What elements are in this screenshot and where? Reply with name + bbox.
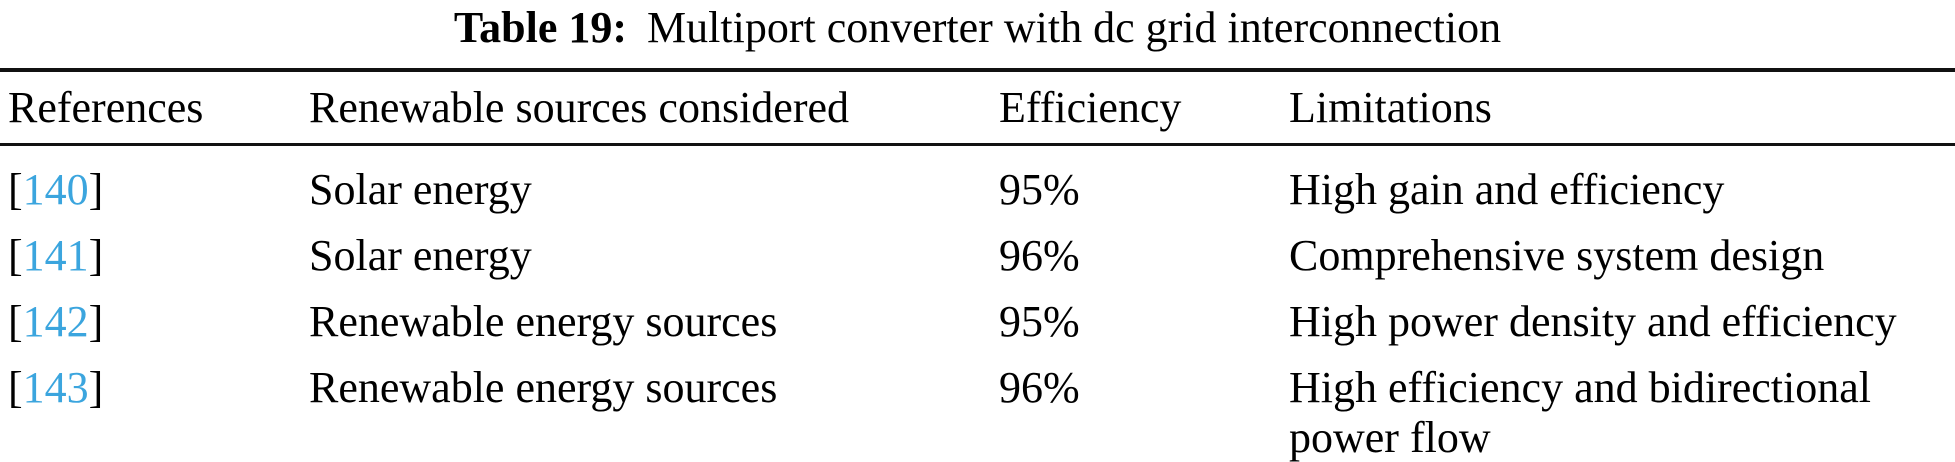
column-header-efficiency: Efficiency [999, 82, 1182, 132]
table-header-row: References Renewable sources considered … [0, 72, 1955, 143]
table-caption-title: Multiport converter with dc grid interco… [647, 3, 1502, 52]
reference-cell: [143] [8, 363, 309, 413]
table-top-rule [0, 68, 1955, 72]
limitation-cell: High power density and efficiency [1289, 297, 1897, 346]
column-header-sources: Renewable sources considered [309, 82, 850, 132]
column-header-references: References [8, 82, 204, 132]
bracket-close: ] [88, 231, 104, 280]
reference-link[interactable]: 143 [22, 363, 89, 412]
table-row: [142] Renewable energy sources 95% High … [0, 292, 1955, 358]
bracket-open: [ [8, 165, 23, 214]
table-body: [140] Solar energy 95% High gain and eff… [0, 146, 1955, 462]
efficiency-cell: 95% [999, 165, 1080, 214]
table-caption-label: Table 19: [453, 3, 628, 52]
source-cell: Solar energy [309, 231, 532, 280]
efficiency-cell: 96% [999, 231, 1080, 280]
bracket-open: [ [8, 363, 23, 412]
table-row: [140] Solar energy 95% High gain and eff… [0, 160, 1955, 226]
source-cell: Renewable energy sources [309, 363, 778, 412]
reference-link[interactable]: 140 [22, 165, 89, 214]
bracket-open: [ [8, 231, 23, 280]
limitation-cell: Comprehensive system design [1289, 231, 1825, 280]
source-cell: Renewable energy sources [309, 297, 778, 346]
column-header-limitations: Limitations [1289, 82, 1492, 132]
table-row: [143] Renewable energy sources 96% High … [0, 358, 1955, 462]
source-cell: Solar energy [309, 165, 532, 214]
reference-link[interactable]: 142 [22, 297, 89, 346]
reference-cell: [141] [8, 231, 309, 281]
bracket-close: ] [88, 297, 104, 346]
efficiency-cell: 95% [999, 297, 1080, 346]
table-row: [141] Solar energy 96% Comprehensive sys… [0, 226, 1955, 292]
reference-link[interactable]: 141 [22, 231, 89, 280]
limitation-cell: High gain and efficiency [1289, 165, 1725, 214]
reference-cell: [142] [8, 297, 309, 347]
limitation-cell: High efficiency and bidirectional power … [1289, 363, 1871, 462]
bracket-close: ] [88, 165, 104, 214]
table-mid-rule [0, 143, 1955, 146]
reference-cell: [140] [8, 165, 309, 215]
efficiency-cell: 96% [999, 363, 1080, 412]
bracket-open: [ [8, 297, 23, 346]
bracket-close: ] [88, 363, 104, 412]
table-caption: Table 19: Multiport converter with dc gr… [0, 0, 1955, 68]
